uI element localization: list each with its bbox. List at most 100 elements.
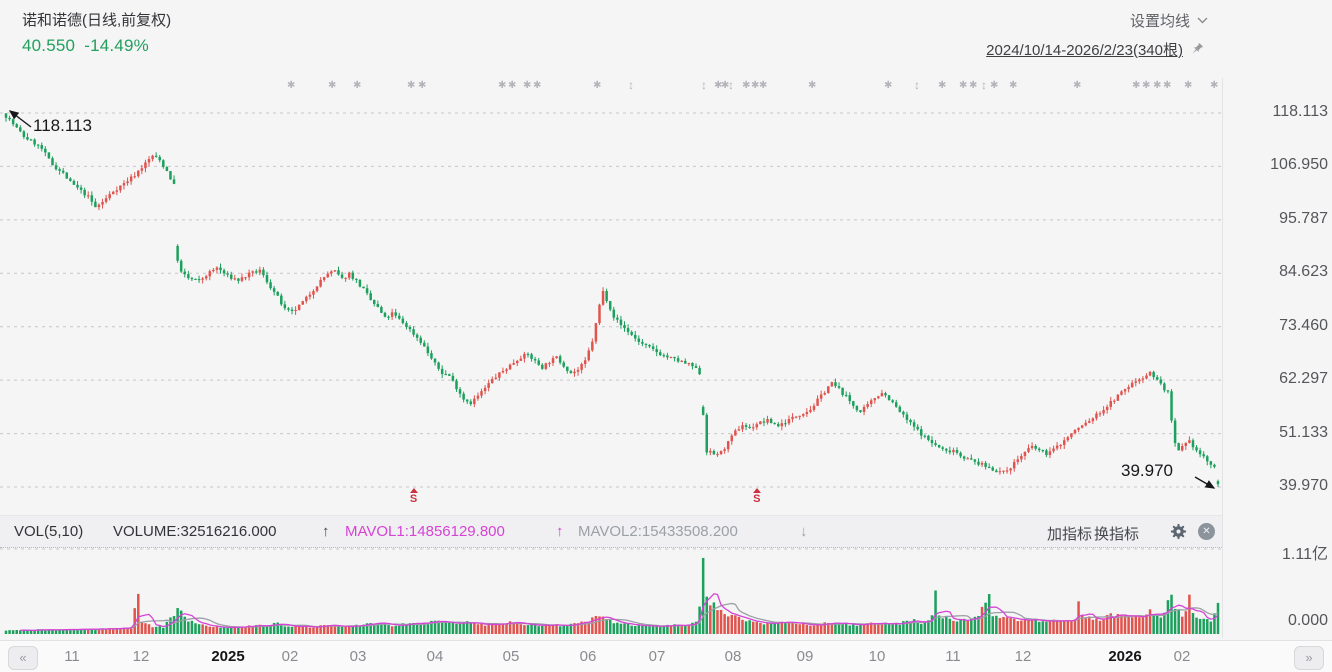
close-indicator-button[interactable]: ✕ <box>1198 523 1215 540</box>
date-range-label: 2024/10/14-2026/2/23(340根) <box>986 42 1183 59</box>
announcement-event-icon[interactable]: ✱ <box>593 80 602 91</box>
announcement-event-icon[interactable]: ✱ <box>1210 80 1219 91</box>
announcement-event-icon[interactable]: ✱ <box>1009 80 1018 91</box>
announcement-event-icon[interactable]: ✱ <box>1184 80 1193 91</box>
time-axis-label: 11 <box>64 648 80 665</box>
price-adjust-event-icon[interactable]: ↕ <box>728 78 734 92</box>
last-price: 40.550 <box>22 36 76 55</box>
time-axis-label: 10 <box>868 648 886 665</box>
scroll-left-button[interactable]: « <box>8 646 38 670</box>
price-tick-label: 84.623 <box>1279 263 1328 281</box>
mavol1-value: MAVOL1:14856129.800 <box>345 523 505 540</box>
announcement-event-icon[interactable]: ✱ <box>751 80 760 91</box>
mavol2-down-arrow-icon: ↓ <box>800 523 808 540</box>
dividend-s-icon: S <box>409 493 418 505</box>
announcement-event-icon[interactable]: ✱ <box>808 80 817 91</box>
announcement-event-icon[interactable]: ✱ <box>884 80 893 91</box>
switch-indicator-button[interactable]: 换指标 <box>1094 526 1140 543</box>
time-axis-label: 12 <box>1014 648 1032 665</box>
announcement-event-icon[interactable]: ✱ <box>533 80 542 91</box>
indicator-settings-button[interactable] <box>1170 523 1187 540</box>
announcement-event-icon[interactable]: ✱ <box>508 80 517 91</box>
price-adjust-event-icon[interactable]: ↕ <box>701 78 707 92</box>
time-axis-label: 2026 <box>1108 648 1142 665</box>
price-adjust-event-icon[interactable]: ↕ <box>981 78 987 92</box>
high-price-annotation: 118.113 <box>33 116 92 135</box>
date-range-button[interactable]: 2024/10/14-2026/2/23(340根) <box>986 39 1204 60</box>
ma-settings-label: 设置均线 <box>1129 13 1190 30</box>
pin-icon <box>1192 43 1203 54</box>
announcement-event-icon[interactable]: ✱ <box>498 80 507 91</box>
time-axis-label: 12 <box>132 648 150 665</box>
announcement-event-icon[interactable]: ✱ <box>1142 80 1151 91</box>
announcement-event-icon[interactable]: ✱ <box>287 80 296 91</box>
volume-value: VOLUME:32516216.000 <box>113 523 277 540</box>
announcement-event-icon[interactable]: ✱ <box>938 80 947 91</box>
price-tick-label: 95.787 <box>1279 209 1328 227</box>
price-tick-label: 118.113 <box>1272 103 1328 120</box>
quote-line: 40.550 -14.49% <box>22 36 149 56</box>
dividend-caret-icon <box>752 488 761 493</box>
time-axis-label: 06 <box>579 648 597 665</box>
volume-axis-max: 1.11亿 <box>1282 546 1328 563</box>
price-gridlines <box>0 112 1222 488</box>
volume-axis-min: 0.000 <box>1287 612 1328 629</box>
announcement-event-icon[interactable]: ✱ <box>418 80 427 91</box>
price-tick-label: 62.297 <box>1279 370 1328 388</box>
time-axis-label: 08 <box>724 648 742 665</box>
main-chart-canvas[interactable] <box>0 0 1222 515</box>
change-percent: -14.49% <box>84 36 149 55</box>
announcement-event-icon[interactable]: ✱ <box>759 80 768 91</box>
announcement-event-icon[interactable]: ✱ <box>742 80 751 91</box>
mavol1-line <box>20 593 1219 631</box>
chart-title: 诺和诺德(日线,前复权) <box>22 12 172 29</box>
time-axis-label: 11 <box>945 648 961 665</box>
time-axis-label: 09 <box>796 648 814 665</box>
add-indicator-button[interactable]: 加指标 <box>1047 526 1093 543</box>
announcement-event-icon[interactable]: ✱ <box>969 80 978 91</box>
announcement-event-icon[interactable]: ✱ <box>714 80 723 91</box>
announcement-event-icon[interactable]: ✱ <box>1073 80 1082 91</box>
volume-indicator-bar: VOL(5,10) VOLUME:32516216.000 ↑ MAVOL1:1… <box>0 515 1222 548</box>
time-axis-label: 05 <box>502 648 520 665</box>
announcement-event-icon[interactable]: ✱ <box>407 80 416 91</box>
volume-bars <box>4 557 1220 634</box>
price-tick-label: 73.460 <box>1279 316 1328 334</box>
time-axis-label: 02 <box>281 648 299 665</box>
announcement-event-icon[interactable]: ✱ <box>990 80 999 91</box>
dividend-marker[interactable]: S <box>750 488 764 505</box>
time-axis-label: 04 <box>426 648 444 665</box>
ma-settings-button[interactable]: 设置均线 <box>1130 10 1208 31</box>
annotation-arrows <box>8 110 1216 489</box>
scroll-right-button[interactable]: » <box>1294 646 1324 670</box>
mavol1-up-arrow-icon: ↑ <box>556 523 564 540</box>
price-adjust-event-icon[interactable]: ↕ <box>914 78 920 92</box>
announcement-event-icon[interactable]: ✱ <box>328 80 337 91</box>
announcement-event-icon[interactable]: ✱ <box>959 80 968 91</box>
announcement-event-icon[interactable]: ✱ <box>353 80 362 91</box>
vol-indicator-label[interactable]: VOL(5,10) <box>14 523 84 540</box>
announcement-event-icon[interactable]: ✱ <box>1153 80 1162 91</box>
announcement-event-icon[interactable]: ✱ <box>1132 80 1141 91</box>
price-adjust-event-icon[interactable]: ↕ <box>628 78 634 92</box>
price-tick-label: 106.950 <box>1270 156 1328 174</box>
low-price-annotation: 39.970 <box>1121 461 1173 480</box>
dividend-marker[interactable]: S <box>407 488 421 505</box>
dividend-s-icon: S <box>753 493 761 505</box>
time-axis-label: 02 <box>1173 648 1191 665</box>
price-tick-label: 51.133 <box>1279 423 1328 441</box>
announcement-event-icon[interactable]: ✱ <box>721 80 730 91</box>
time-axis-label: 03 <box>349 648 367 665</box>
announcement-event-icon[interactable]: ✱ <box>1163 80 1172 91</box>
time-axis-label: 2025 <box>211 648 245 665</box>
volume-chart-canvas[interactable] <box>0 546 1222 639</box>
price-tick-label: 39.970 <box>1279 477 1328 494</box>
mavol2-value: MAVOL2:15433508.200 <box>578 523 738 540</box>
gear-icon <box>1170 523 1187 540</box>
time-axis-label: 07 <box>648 648 666 665</box>
axis-separator <box>1222 78 1223 638</box>
announcement-event-icon[interactable]: ✱ <box>523 80 532 91</box>
candles <box>4 113 1220 487</box>
volume-up-arrow-icon: ↑ <box>322 523 330 540</box>
